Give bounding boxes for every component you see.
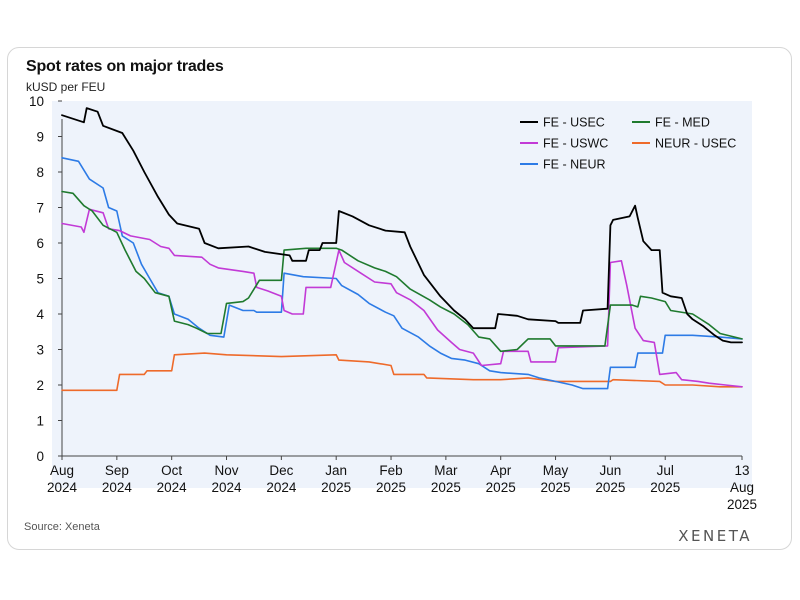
series-line-fe-med	[61, 190, 743, 353]
x-tick-label: 13 Aug 2025	[727, 463, 757, 512]
chart-subtitle: kUSD per FEU	[26, 80, 106, 94]
x-tick-label: Dec 2024	[266, 463, 297, 495]
x-tick-label: Jul 2025	[650, 463, 680, 495]
x-tick-label: Feb 2025	[376, 463, 406, 495]
legend-label: FE - USWC	[543, 137, 608, 151]
x-tick-label: Mar 2025	[431, 463, 461, 495]
y-tick-label: 7	[36, 201, 44, 216]
series-line-fe-neur	[61, 157, 743, 390]
brand-logo: XENETA	[678, 527, 752, 545]
y-tick-label: 3	[36, 343, 44, 358]
y-tick-label: 1	[36, 414, 44, 429]
x-tick-label: Jun 2025	[595, 463, 625, 495]
series-line-fe-usec	[61, 107, 743, 344]
x-tick-label: Apr 2025	[486, 463, 516, 495]
y-tick-label: 10	[29, 94, 44, 109]
y-tick-label: 0	[36, 449, 44, 464]
legend-label: FE - NEUR	[543, 158, 606, 172]
x-tick-label: May 2025	[541, 463, 571, 495]
x-tick-label: Nov 2024	[211, 463, 242, 495]
legend-label: NEUR - USEC	[655, 137, 736, 151]
x-tick-label: Oct 2024	[157, 463, 188, 495]
y-tick-label: 8	[36, 165, 44, 180]
series-line-fe-uswc	[61, 208, 743, 388]
chart-title: Spot rates on major trades	[26, 58, 224, 75]
plot-background	[52, 101, 752, 488]
source-note: Source: Xeneta	[24, 521, 100, 533]
y-tick-label: 6	[36, 236, 44, 251]
legend-label: FE - MED	[655, 116, 710, 130]
y-tick-label: 4	[36, 307, 44, 322]
y-tick-label: 9	[36, 130, 44, 145]
series-line-neur-usec	[61, 352, 743, 392]
x-tick-label: Sep 2024	[102, 463, 133, 495]
y-tick-label: 5	[36, 272, 44, 287]
x-tick-label: Jan 2025	[321, 463, 351, 495]
x-tick-label: Aug 2024	[47, 463, 78, 495]
legend-label: FE - USEC	[543, 116, 605, 130]
y-tick-label: 2	[36, 378, 44, 393]
